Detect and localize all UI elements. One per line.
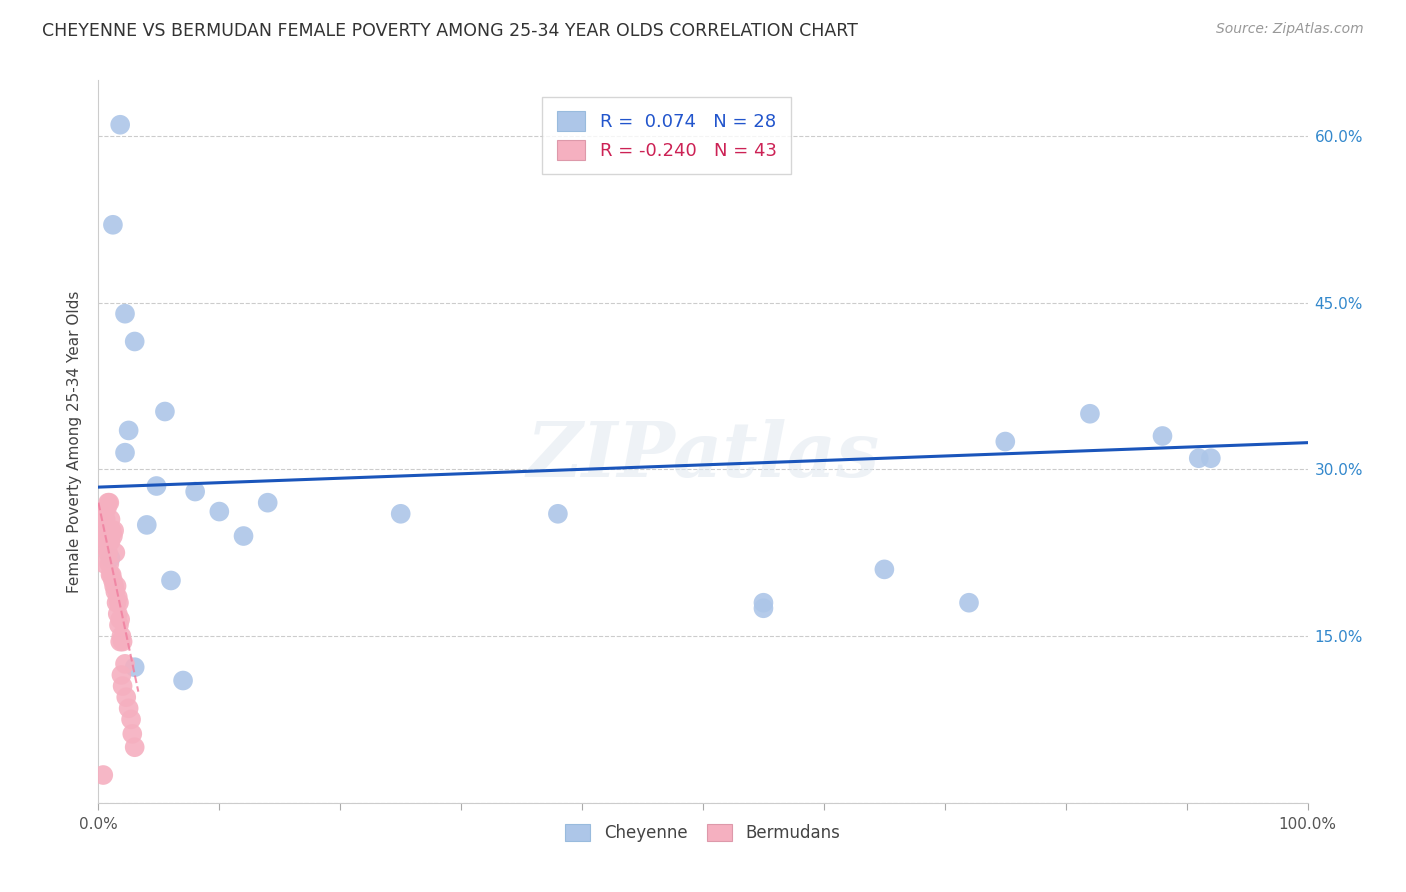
Point (93, 507, 115, 521)
Point (184, 484, 207, 499)
Point (93, 557, 115, 571)
Point (994, 434, 1017, 449)
Y-axis label: Female Poverty Among 25-34 Year Olds: Female Poverty Among 25-34 Year Olds (67, 291, 83, 592)
Point (108, 612, 131, 626)
Point (100, 568, 122, 582)
Point (101, 218, 124, 232)
Point (100, 568, 122, 582)
Point (91, 768, 114, 782)
Text: ZIPatlas: ZIPatlas (526, 419, 880, 493)
Point (91, 529, 114, 543)
Point (96, 534, 118, 549)
Point (114, 657, 136, 671)
Point (108, 618, 131, 632)
Point (104, 584, 127, 599)
Point (94, 512, 117, 526)
Point (547, 507, 569, 521)
Point (108, 596, 131, 610)
Point (101, 529, 124, 543)
Point (110, 668, 132, 682)
Point (96, 501, 118, 516)
Point (100, 534, 122, 549)
Point (160, 574, 183, 588)
Point (111, 634, 134, 648)
Point (1199, 451, 1222, 466)
Legend: Cheyenne, Bermudans: Cheyenne, Bermudans (558, 817, 848, 848)
Point (108, 118, 131, 132)
Point (107, 607, 129, 621)
Point (153, 404, 176, 418)
Point (124, 660, 146, 674)
Point (105, 579, 128, 593)
Point (208, 505, 231, 519)
Point (101, 574, 124, 588)
Point (120, 713, 142, 727)
Point (752, 596, 775, 610)
Point (1188, 451, 1211, 466)
Point (108, 634, 131, 648)
Point (121, 727, 143, 741)
Point (118, 424, 141, 438)
Point (103, 524, 125, 538)
Point (91, 517, 114, 532)
Point (114, 307, 136, 321)
Point (110, 629, 132, 643)
Point (98, 557, 121, 571)
Point (1078, 407, 1101, 421)
Text: Source: ZipAtlas.com: Source: ZipAtlas.com (1216, 22, 1364, 37)
Point (107, 590, 129, 604)
Point (103, 579, 125, 593)
Point (105, 596, 128, 610)
Point (111, 679, 134, 693)
Point (104, 546, 127, 560)
Text: CHEYENNE VS BERMUDAN FEMALE POVERTY AMONG 25-34 YEAR OLDS CORRELATION CHART: CHEYENNE VS BERMUDAN FEMALE POVERTY AMON… (42, 22, 858, 40)
Point (752, 601, 775, 615)
Point (98, 496, 121, 510)
Point (135, 517, 157, 532)
Point (145, 479, 167, 493)
Point (97, 496, 120, 510)
Point (100, 551, 122, 566)
Point (389, 507, 412, 521)
Point (124, 740, 146, 755)
Point (232, 529, 254, 543)
Point (256, 496, 278, 510)
Point (873, 562, 896, 576)
Point (118, 701, 141, 715)
Point (97, 546, 120, 560)
Point (115, 690, 138, 705)
Point (1152, 429, 1174, 443)
Point (114, 445, 136, 459)
Point (94, 529, 117, 543)
Point (124, 334, 146, 349)
Point (957, 596, 980, 610)
Point (93, 540, 115, 554)
Point (100, 524, 122, 538)
Point (172, 673, 194, 688)
Point (100, 512, 122, 526)
